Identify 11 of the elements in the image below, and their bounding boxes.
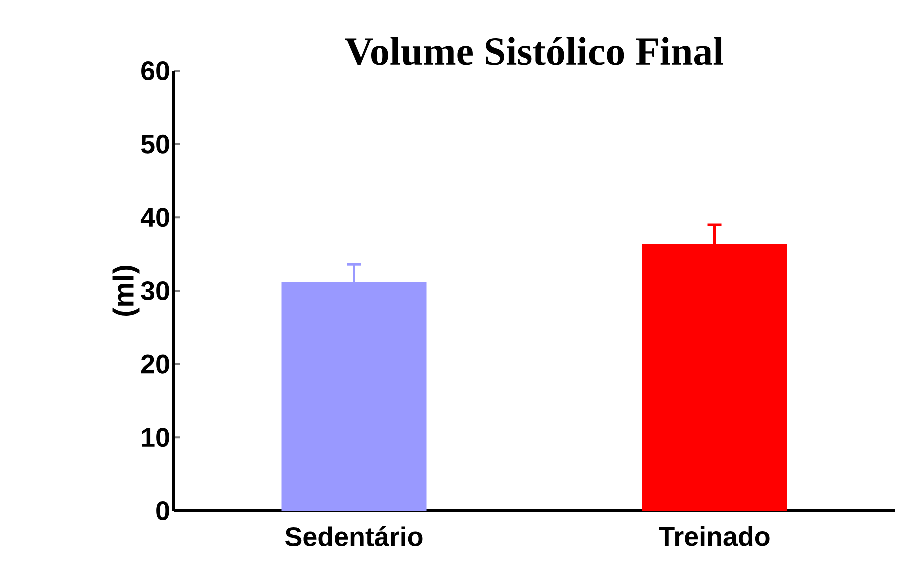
chart-title: Volume Sistólico Final (345, 37, 724, 66)
y-tick-label: 40 (140, 208, 170, 228)
y-tick-label: 10 (142, 428, 170, 448)
x-tick-label: Treinado (659, 526, 770, 546)
x-tick-label: Sedentário (286, 526, 423, 547)
y-tick-label: 30 (141, 281, 170, 301)
y-tick-label: 60 (142, 61, 170, 81)
y-tick-label: 20 (142, 354, 170, 374)
y-tick-label: 0 (156, 501, 170, 521)
y-axis-title: (ml) (112, 266, 140, 316)
y-tick-label: 50 (141, 134, 170, 154)
